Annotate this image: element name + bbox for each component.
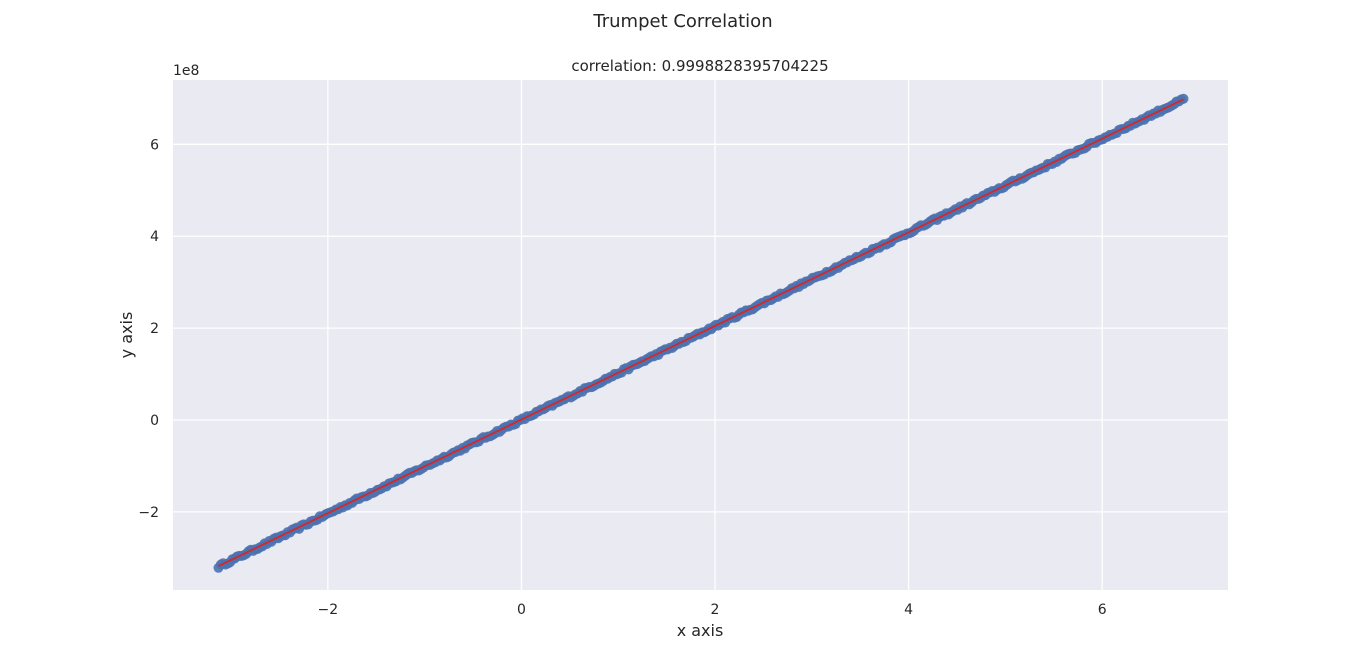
y-axis-label: y axis [117,312,136,359]
x-tick-label: 4 [904,602,913,618]
x-tick-label: 0 [517,602,526,618]
y-tick-labels: −2 0 2 4 6 [138,137,159,521]
scatter-point [1178,93,1189,104]
y-tick-label: −2 [138,505,159,521]
y-tick-label: 2 [150,321,159,337]
y-tick-label: 4 [150,229,159,245]
x-axis-label: x axis [677,621,724,640]
y-tick-label: 6 [150,137,159,153]
chart-title: correlation: 0.9998828395704225 [571,57,828,75]
x-tick-label: 6 [1098,602,1107,618]
x-tick-label: −2 [318,602,339,618]
fit-line-series [218,98,1184,567]
grid-lines [173,80,1228,590]
chart-suptitle: Trumpet Correlation [592,11,772,32]
x-tick-label: 2 [711,602,720,618]
y-tick-label: 0 [150,413,159,429]
y-offset-label: 1e8 [173,63,199,79]
fit-line [218,98,1184,567]
x-tick-labels: −2 0 2 4 6 [318,602,1107,618]
